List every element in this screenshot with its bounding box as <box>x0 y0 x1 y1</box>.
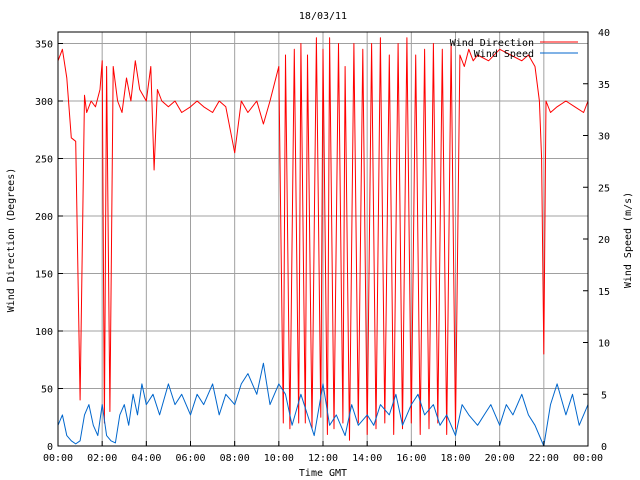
left-tick-label: 50 <box>41 385 53 396</box>
legend-label-wind-speed: Wind Speed <box>474 49 534 60</box>
x-tick-label: 16:00 <box>396 453 426 464</box>
x-tick-label: 04:00 <box>131 453 161 464</box>
x-tick-label: 10:00 <box>264 453 294 464</box>
x-tick-label: 06:00 <box>175 453 205 464</box>
x-tick-label: 12:00 <box>308 453 338 464</box>
right-tick-label: 20 <box>598 235 610 246</box>
right-tick-label: 5 <box>601 390 607 401</box>
series-line-wind-direction <box>57 37 589 441</box>
left-tick-label: 350 <box>35 40 53 51</box>
right-tick-label: 30 <box>598 132 610 143</box>
x-tick-label: 14:00 <box>352 453 382 464</box>
left-tick-label: 150 <box>35 270 53 281</box>
left-tick-label: 300 <box>35 97 53 108</box>
right-tick-label: 15 <box>598 287 610 298</box>
right-tick-label: 40 <box>598 28 610 39</box>
series-layer <box>57 37 589 447</box>
right-tick-label: 10 <box>598 339 610 350</box>
series-line-wind-speed <box>57 362 589 447</box>
x-axis-ticks: 00:00 02:00 04:00 06:00 08:00 10:00 12:00 14:00… <box>43 441 603 464</box>
left-tick-label: 200 <box>35 212 53 223</box>
right-axis-ticks: 0 5 10 15 20 25 30 35 40 <box>583 28 610 453</box>
x-tick-label: 18:00 <box>440 453 470 464</box>
left-tick-label: 100 <box>35 327 53 338</box>
x-tick-label: 08:00 <box>220 453 250 464</box>
x-axis-title: Time GMT <box>299 468 347 479</box>
left-axis-ticks: 0 50 100 150 200 250 300 350 <box>35 40 63 453</box>
right-tick-label: 35 <box>598 80 610 91</box>
x-tick-label: 02:00 <box>87 453 117 464</box>
left-axis-title: Wind Direction (Degrees) <box>6 168 17 313</box>
legend: Wind Direction Wind Speed <box>450 38 578 60</box>
left-tick-label: 0 <box>47 442 53 453</box>
right-tick-label: 0 <box>601 442 607 453</box>
left-tick-label: 250 <box>35 155 53 166</box>
legend-label-wind-direction: Wind Direction <box>450 38 534 49</box>
grid-lines <box>58 32 588 446</box>
right-tick-label: 25 <box>598 183 610 194</box>
x-tick-label: 20:00 <box>485 453 515 464</box>
x-tick-label: 00:00 <box>573 453 603 464</box>
x-tick-label: 22:00 <box>529 453 559 464</box>
chart-title: 18/03/11 <box>299 11 347 22</box>
x-tick-label: 00:00 <box>43 453 73 464</box>
right-axis-title: Wind Speed (m/s) <box>623 192 634 288</box>
